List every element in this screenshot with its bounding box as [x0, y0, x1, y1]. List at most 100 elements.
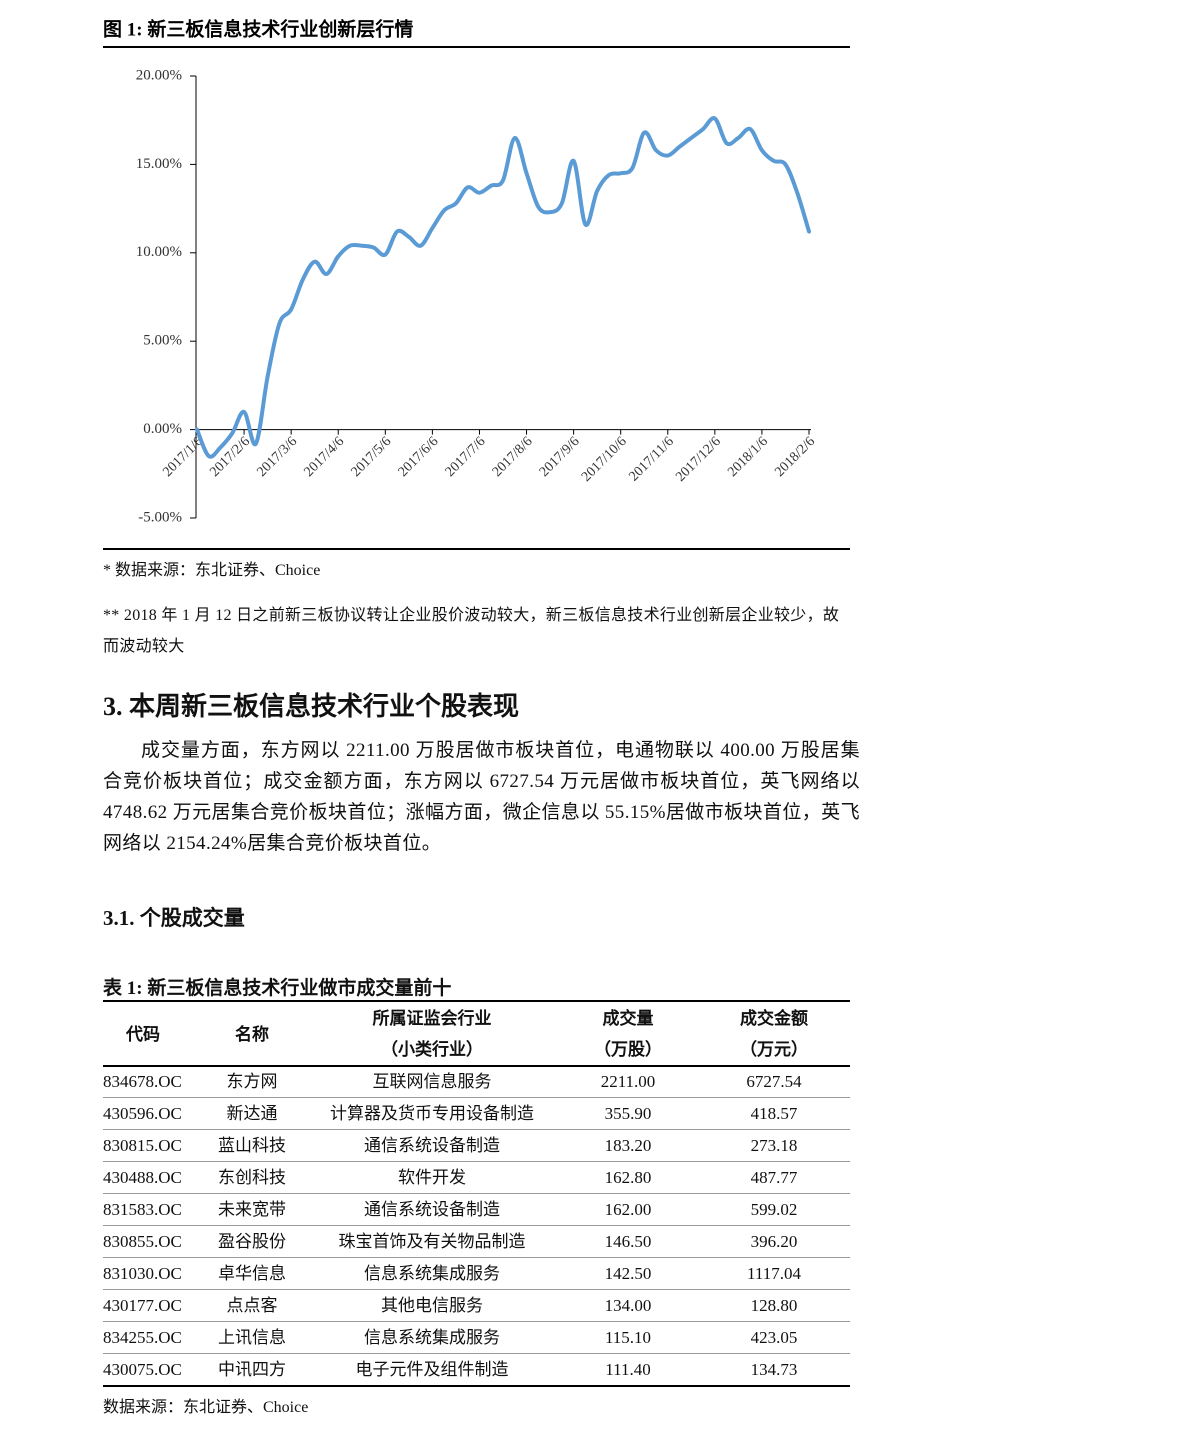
- rule: [103, 1000, 850, 1002]
- x-tick-label: 2017/3/6: [254, 434, 300, 480]
- paragraph: 成交量方面，东方网以 2211.00 万股居做市板块首位，电通物联以 400.0…: [103, 740, 860, 854]
- rule: [103, 1193, 850, 1194]
- rule: [103, 1385, 850, 1387]
- x-tick-label: 2017/5/6: [349, 434, 395, 480]
- x-tick-label: 2017/10/6: [579, 434, 630, 485]
- table-cell: 互联网信息服务: [372, 1072, 492, 1091]
- table-cell: 430177.OC: [103, 1296, 182, 1315]
- table-cell: 蓝山科技: [218, 1136, 286, 1155]
- rule: [103, 1257, 850, 1258]
- x-tick-label: 2017/8/6: [490, 434, 536, 480]
- x-tick-label: 2017/4/6: [302, 434, 348, 480]
- subsection-heading: 3.1. 个股成交量: [103, 906, 245, 930]
- header-cell: （万元）: [740, 1040, 808, 1059]
- table-cell: 142.50: [604, 1264, 652, 1283]
- table-cell: 831583.OC: [103, 1200, 182, 1219]
- table-cell: 599.02: [750, 1200, 798, 1219]
- x-tick-label: 2017/11/6: [626, 434, 676, 484]
- header-cell: 名称: [235, 1024, 269, 1044]
- table-cell: 中讯四方: [218, 1360, 286, 1379]
- table-cell: 430075.OC: [103, 1360, 182, 1379]
- x-tick-label: 2017/6/6: [396, 434, 442, 480]
- table-cell: 通信系统设备制造: [364, 1136, 500, 1155]
- header-cell: 代码: [126, 1024, 160, 1044]
- header-cell: 成交量: [602, 1009, 654, 1028]
- table-cell: 上讯信息: [218, 1328, 286, 1347]
- y-tick-label: 20.00%: [136, 67, 182, 83]
- table-cell: 430488.OC: [103, 1168, 182, 1187]
- table-cell: 355.90: [604, 1104, 652, 1123]
- table-cell: 418.57: [750, 1104, 798, 1123]
- table-cell: 电子元件及组件制造: [355, 1360, 509, 1379]
- table-cell: 134.73: [750, 1360, 798, 1379]
- table-cell: 6727.54: [746, 1072, 802, 1091]
- rule: [103, 1161, 850, 1162]
- rule: [103, 1225, 850, 1226]
- rule: [103, 1353, 850, 1354]
- rule: [103, 1097, 850, 1098]
- rule: [103, 1065, 850, 1067]
- rule: [103, 548, 850, 550]
- rule: [103, 1321, 850, 1322]
- table-cell: 273.18: [750, 1136, 798, 1155]
- table-cell: 计算器及货币专用设备制造: [330, 1104, 534, 1123]
- x-tick-label: 2017/9/6: [537, 434, 583, 480]
- line-series: [195, 116, 811, 459]
- note: ** 2018 年 1 月 12 日之前新三板协议转让企业股价波动较大，新三板信…: [103, 607, 840, 655]
- table-cell: 834255.OC: [103, 1328, 182, 1347]
- table-cell: 其他电信服务: [381, 1296, 483, 1315]
- table-cell: 信息系统集成服务: [364, 1328, 500, 1347]
- table-cell: 830815.OC: [103, 1136, 182, 1155]
- table-cell: 162.00: [604, 1200, 652, 1219]
- y-tick-label: 10.00%: [136, 244, 182, 260]
- figure-caption: 图 1: 新三板信息技术行业创新层行情: [103, 17, 413, 40]
- table-cell: 430596.OC: [103, 1104, 182, 1123]
- y-tick-label: 0.00%: [143, 421, 182, 437]
- table-cell: 1117.04: [747, 1264, 801, 1283]
- table-cell: 盈谷股份: [218, 1232, 286, 1251]
- table-cell: 未来宽带: [218, 1200, 286, 1219]
- table-cell: 珠宝首饰及有关物品制造: [338, 1232, 526, 1251]
- table-cell: 东创科技: [218, 1168, 286, 1187]
- table-cell: 通信系统设备制造: [364, 1200, 500, 1219]
- table-cell: 新达通: [226, 1104, 278, 1123]
- header-cell: （万股）: [594, 1040, 662, 1059]
- table-cell: 423.05: [750, 1328, 798, 1347]
- table-cell: 183.20: [604, 1136, 652, 1155]
- y-tick-label: -5.00%: [138, 509, 182, 525]
- y-tick-label: 15.00%: [136, 156, 182, 172]
- table-cell: 软件开发: [398, 1168, 466, 1187]
- rule: [103, 1129, 850, 1130]
- table-cell: 128.80: [750, 1296, 798, 1315]
- table-cell: 2211.00: [600, 1072, 656, 1091]
- table-cell: 111.40: [605, 1360, 651, 1379]
- note: * 数据来源：东北证券、Choice: [103, 562, 321, 579]
- rule: [103, 1289, 850, 1290]
- table-cell: 134.00: [604, 1296, 652, 1315]
- table-cell: 146.50: [604, 1232, 652, 1251]
- table-cell: 830855.OC: [103, 1232, 182, 1251]
- table-cell: 487.77: [750, 1168, 798, 1187]
- header-cell: 成交金额: [740, 1009, 808, 1028]
- x-tick-label: 2017/12/6: [673, 434, 724, 485]
- table-cell: 东方网: [226, 1072, 278, 1091]
- rule: [103, 46, 850, 48]
- table-cell: 396.20: [750, 1232, 798, 1251]
- table-cell: 834678.OC: [103, 1072, 182, 1091]
- header-cell: 所属证监会行业: [372, 1009, 492, 1028]
- table-caption: 表 1: 新三板信息技术行业做市成交量前十: [103, 978, 452, 999]
- x-tick-label: 2017/7/6: [443, 434, 489, 480]
- x-tick-label: 2018/1/6: [725, 434, 771, 480]
- source: 数据来源：东北证券、Choice: [103, 1399, 309, 1416]
- table-cell: 卓华信息: [218, 1264, 286, 1283]
- y-tick-label: 5.00%: [143, 333, 182, 349]
- header-cell: （小类行业）: [381, 1040, 483, 1059]
- table-cell: 115.10: [604, 1328, 652, 1347]
- table-cell: 信息系统集成服务: [364, 1264, 500, 1283]
- x-tick-label: 2018/2/6: [772, 434, 818, 480]
- table-cell: 831030.OC: [103, 1264, 182, 1283]
- table-cell: 点点客: [226, 1296, 278, 1315]
- table-cell: 162.80: [604, 1168, 652, 1187]
- chart: 图 1: 新三板信息技术行业创新层行情 -5.00% 0.00% 5.00% 10.0…: [103, 17, 818, 525]
- section-heading: 3. 本周新三板信息技术行业个股表现: [103, 692, 520, 721]
